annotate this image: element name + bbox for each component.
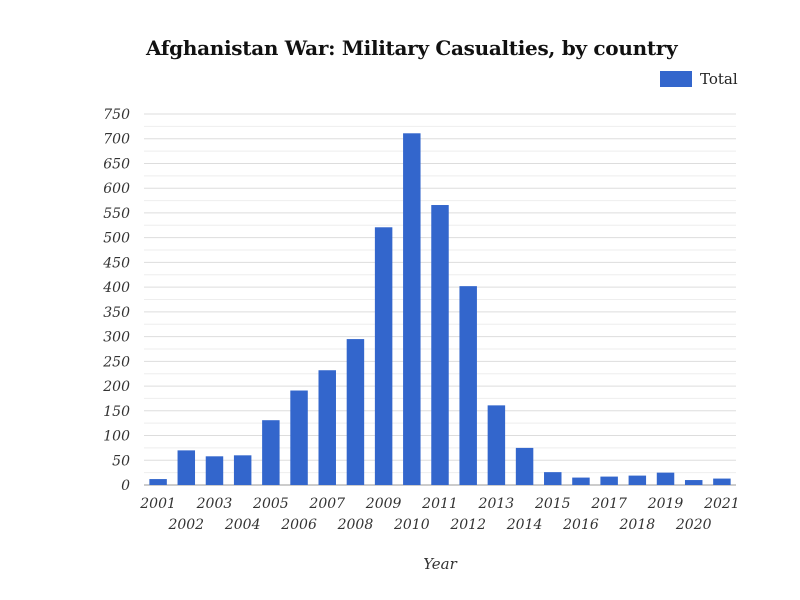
x-tick-label: 2010: [393, 517, 430, 533]
x-tick-label: 2004: [224, 517, 261, 533]
x-tick-label: 2017: [590, 496, 627, 512]
x-tick-label: 2005: [252, 496, 289, 512]
bar-2016: [572, 477, 590, 485]
legend-swatch: [660, 71, 692, 87]
y-tick-label: 700: [103, 132, 130, 148]
bar-2005: [262, 420, 280, 485]
bar-2020: [684, 480, 703, 485]
chart-title: Afghanistan War: Military Casualties, by…: [146, 36, 678, 60]
bar-2007: [318, 370, 336, 485]
x-tick-label: 2018: [619, 517, 656, 533]
bar-2013: [487, 405, 506, 485]
y-tick-label: 750: [103, 107, 130, 123]
x-tick-label: 2012: [449, 517, 486, 533]
x-tick-label: 2013: [478, 496, 515, 512]
bar-2004: [233, 455, 252, 485]
x-tick-label: 2007: [308, 496, 345, 512]
bar-2008: [346, 339, 365, 485]
legend: Total: [660, 70, 738, 88]
y-tick-label: 550: [103, 206, 130, 222]
x-tick-label: 2014: [506, 517, 543, 533]
y-tick-label: 500: [103, 231, 130, 247]
y-tick-label: 400: [102, 280, 130, 296]
bar-2001: [149, 479, 167, 485]
bar-2012: [459, 286, 477, 485]
y-tick-label: 50: [112, 453, 130, 469]
y-tick-label: 600: [103, 181, 130, 197]
x-tick-label: 2002: [167, 517, 204, 533]
bar-2006: [290, 390, 308, 485]
legend-label: Total: [700, 70, 738, 88]
x-tick-label: 2015: [534, 496, 571, 512]
bar-2014: [515, 447, 534, 485]
x-tick-label: 2003: [196, 496, 233, 512]
bar-2009: [374, 227, 393, 485]
x-tick-label: 2019: [647, 496, 684, 512]
y-tick-label: 0: [121, 478, 130, 494]
x-tick-label: 2006: [280, 517, 317, 533]
x-tick-label: 2016: [562, 517, 599, 533]
bar-2011: [431, 205, 449, 485]
y-tick-label: 650: [103, 156, 130, 172]
y-tick-label: 350: [103, 305, 130, 321]
x-tick-label: 2021: [703, 496, 740, 512]
bar-2003: [205, 456, 224, 485]
x-axis-ticks: 2001 2002 2003 2004 2005 2006 2007 2008 2009 2010…: [139, 496, 739, 533]
bar-2018: [628, 475, 647, 485]
x-axis-title: Year: [423, 555, 457, 573]
bar-2017: [600, 476, 618, 485]
x-tick-label: 2008: [337, 517, 374, 533]
y-tick-label: 250: [102, 354, 130, 370]
y-tick-label: 100: [103, 429, 130, 445]
y-tick-label: 200: [102, 379, 130, 395]
y-axis-ticks: 0 50 100 150 200 250 300 350 400 450 500 550 600 650 7…: [102, 107, 130, 494]
x-tick-label: 2020: [675, 517, 712, 533]
x-tick-label: 2001: [139, 496, 176, 512]
x-tick-label: 2011: [421, 496, 458, 512]
bar-2019: [656, 472, 675, 485]
bar-2002: [177, 450, 196, 485]
y-tick-label: 300: [103, 330, 130, 346]
bar-2010: [403, 133, 421, 486]
x-tick-label: 2009: [365, 496, 402, 512]
y-tick-label: 150: [103, 404, 130, 420]
y-tick-label: 450: [102, 255, 130, 271]
bar-2021: [713, 478, 731, 485]
bar-2015: [544, 472, 562, 485]
bars: [149, 133, 731, 486]
